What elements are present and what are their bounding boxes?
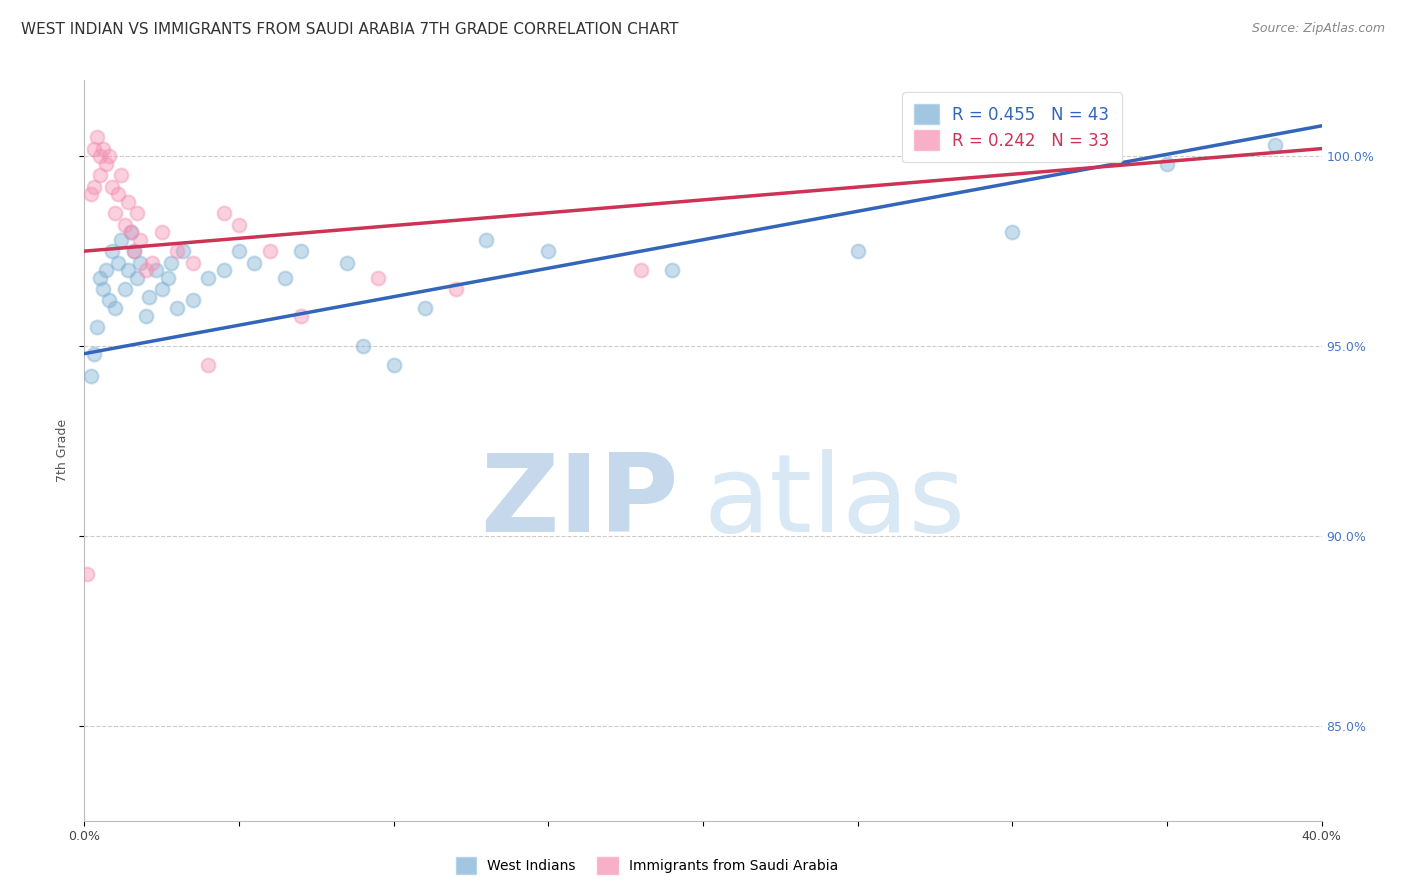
Y-axis label: 7th Grade: 7th Grade [56,419,69,482]
Point [336,255,359,269]
Point [83,179,105,194]
Point [117,194,139,209]
Point [114,218,136,232]
Point [83,142,105,156]
Point [475,233,498,247]
Point [166,301,188,315]
Point [120,225,142,239]
Point [117,263,139,277]
Point [166,244,188,259]
Point [79,187,101,202]
Point [86,320,108,334]
Text: WEST INDIAN VS IMMIGRANTS FROM SAUDI ARABIA 7TH GRADE CORRELATION CHART: WEST INDIAN VS IMMIGRANTS FROM SAUDI ARA… [21,22,679,37]
Point [367,270,389,285]
Point [150,225,173,239]
Point [290,309,312,323]
Point [444,282,467,296]
Point [101,244,124,259]
Point [91,142,114,156]
Point [98,293,121,308]
Point [86,130,108,145]
Text: ZIP: ZIP [479,450,678,556]
Point [122,244,145,259]
Point [1001,225,1024,239]
Point [94,157,117,171]
Point [352,339,374,353]
Point [76,566,98,581]
Point [1156,157,1178,171]
Point [197,270,219,285]
Point [413,301,436,315]
Point [101,179,124,194]
Point [89,270,111,285]
Point [274,270,297,285]
Text: atlas: atlas [703,450,965,556]
Point [135,263,157,277]
Point [537,244,560,259]
Point [141,255,163,269]
Point [129,255,152,269]
Point [138,290,160,304]
Point [150,282,173,296]
Point [107,255,129,269]
Point [114,282,136,296]
Point [120,225,142,239]
Point [104,301,127,315]
Point [79,369,101,384]
Point [181,255,204,269]
Point [91,282,114,296]
Point [290,244,312,259]
Point [104,206,127,220]
Point [98,149,121,163]
Point [156,270,179,285]
Point [243,255,266,269]
Point [212,206,235,220]
Point [197,358,219,372]
Point [135,309,157,323]
Point [382,358,405,372]
Point [172,244,194,259]
Point [212,263,235,277]
Point [94,263,117,277]
Point [125,206,148,220]
Point [181,293,204,308]
Point [110,233,132,247]
Text: Source: ZipAtlas.com: Source: ZipAtlas.com [1251,22,1385,36]
Point [107,187,129,202]
Point [228,244,250,259]
Point [89,149,111,163]
Point [125,270,148,285]
Point [1264,137,1286,152]
Point [89,168,111,182]
Point [160,255,183,269]
Point [110,168,132,182]
Legend: West Indians, Immigrants from Saudi Arabia: West Indians, Immigrants from Saudi Arab… [449,850,845,880]
Legend: R = 0.455   N = 43, R = 0.242   N = 33: R = 0.455 N = 43, R = 0.242 N = 33 [903,92,1122,162]
Point [228,218,250,232]
Point [661,263,683,277]
Point [122,244,145,259]
Point [259,244,281,259]
Point [145,263,167,277]
Point [846,244,869,259]
Point [83,346,105,360]
Point [129,233,152,247]
Point [630,263,652,277]
